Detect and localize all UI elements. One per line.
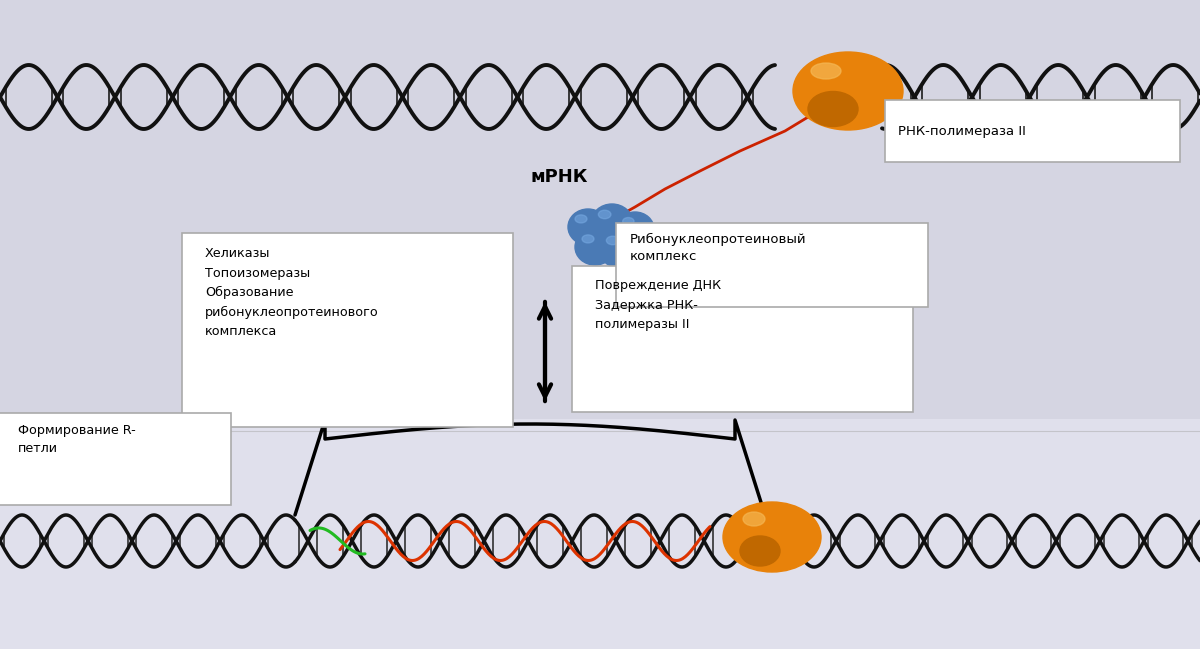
Ellipse shape: [599, 210, 611, 219]
Ellipse shape: [592, 204, 634, 242]
FancyBboxPatch shape: [616, 223, 928, 307]
Ellipse shape: [599, 230, 641, 268]
Ellipse shape: [582, 235, 594, 243]
Ellipse shape: [616, 212, 654, 246]
Ellipse shape: [623, 217, 634, 225]
Ellipse shape: [575, 229, 616, 265]
Bar: [0, 0, 1200, 419]
Ellipse shape: [624, 228, 660, 260]
Text: Повреждение ДНК
Задержка РНК-
полимеразы II: Повреждение ДНК Задержка РНК- полимеразы…: [595, 279, 721, 331]
Ellipse shape: [630, 233, 641, 240]
Text: РНК-полимераза II: РНК-полимераза II: [898, 125, 1026, 138]
Ellipse shape: [568, 209, 608, 245]
Ellipse shape: [722, 502, 821, 572]
Text: Формирование R-
петли: Формирование R- петли: [18, 424, 136, 456]
Text: Хеликазы
Топоизомеразы
Образование
рибонуклеопротеинового
комплекса: Хеликазы Топоизомеразы Образование рибон…: [205, 247, 379, 338]
Ellipse shape: [740, 536, 780, 566]
Ellipse shape: [811, 63, 841, 79]
Text: мРНК: мРНК: [530, 168, 587, 186]
FancyBboxPatch shape: [0, 413, 232, 505]
Ellipse shape: [808, 92, 858, 127]
FancyBboxPatch shape: [182, 233, 514, 427]
FancyBboxPatch shape: [572, 266, 913, 412]
FancyBboxPatch shape: [886, 100, 1180, 162]
Ellipse shape: [743, 512, 766, 526]
Ellipse shape: [575, 215, 587, 223]
Ellipse shape: [606, 236, 619, 245]
Ellipse shape: [793, 52, 904, 130]
Bar: [0, 419, 1200, 649]
Text: Рибонуклеопротеиновый
комплекс: Рибонуклеопротеиновый комплекс: [630, 233, 806, 263]
